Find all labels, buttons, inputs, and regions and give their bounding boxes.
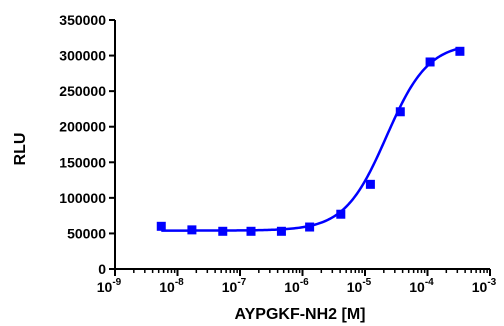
data-point: [365, 179, 375, 189]
axes-layer: 0 50000 100000 150000 200000 250000 300000 3500…: [59, 12, 496, 295]
x-tick-base: 10: [284, 279, 300, 295]
y-tick-label: 350000: [59, 12, 106, 28]
x-tick-exponent: -5: [362, 277, 371, 288]
y-tick-label: 200000: [59, 119, 106, 135]
x-axis-title: AYPGKF-NH2 [M]: [235, 306, 366, 323]
x-tick-exponent: -9: [112, 277, 121, 288]
data-point: [395, 107, 405, 117]
x-tick-base: 10: [409, 279, 425, 295]
x-tick-base: 10: [347, 279, 363, 295]
x-tick-base: 10: [472, 279, 488, 295]
x-tick-base: 10: [222, 279, 238, 295]
data-point: [156, 221, 166, 231]
x-tick-label: 10-6: [284, 277, 309, 295]
x-tick-base: 10: [97, 279, 113, 295]
data-point: [336, 209, 346, 219]
x-tick-label: 10-7: [222, 277, 247, 295]
data-point: [425, 57, 435, 67]
y-tick-label: 50000: [67, 225, 106, 241]
x-tick-exponent: -8: [175, 277, 184, 288]
x-tick-exponent: -4: [425, 277, 434, 288]
x-tick-label: 10-9: [97, 277, 122, 295]
x-tick-label: 10-3: [472, 277, 497, 295]
fit-curve-layer: [161, 46, 461, 232]
data-points-layer: [156, 46, 465, 236]
y-tick-label: 150000: [59, 154, 106, 170]
data-point: [305, 222, 315, 232]
data-point: [455, 46, 465, 56]
x-tick-base: 10: [159, 279, 175, 295]
data-point: [187, 225, 197, 235]
x-tick-label: 10-5: [347, 277, 372, 295]
data-point: [246, 226, 256, 236]
x-tick-exponent: -3: [487, 277, 496, 288]
y-axis-title: RLU: [12, 133, 29, 166]
x-tick-label: 10-4: [409, 277, 434, 295]
y-tick-label: 250000: [59, 83, 106, 99]
data-point: [218, 226, 228, 236]
x-tick-exponent: -7: [237, 277, 246, 288]
y-tick-label: 300000: [59, 48, 106, 64]
y-tick-label: 100000: [59, 190, 106, 206]
data-point: [276, 226, 286, 236]
fit-curve: [161, 46, 461, 232]
y-tick-label: 0: [98, 261, 106, 277]
x-tick-label: 10-8: [159, 277, 184, 295]
x-tick-exponent: -6: [300, 277, 309, 288]
